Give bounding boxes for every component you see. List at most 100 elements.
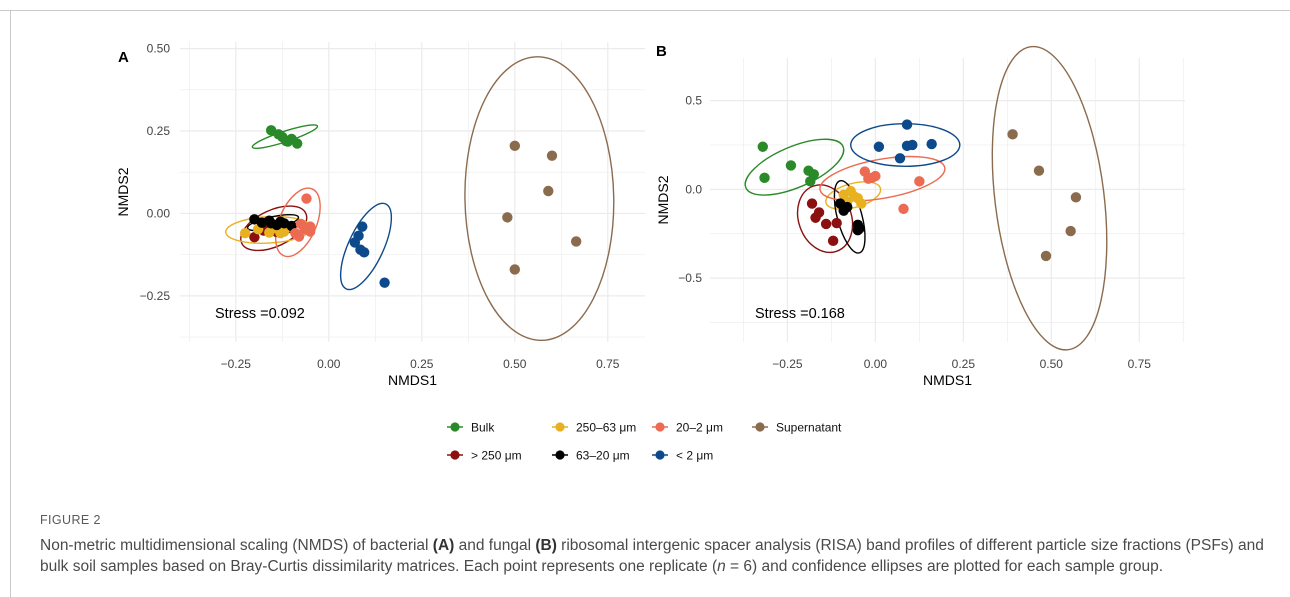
- panel-a-point-250-63: [275, 228, 286, 239]
- panel-b-ellipse-bulk: [744, 138, 845, 196]
- panel-b-point-250-63: [856, 198, 867, 209]
- panel-b-point-bulk: [805, 176, 816, 187]
- legend-swatch-250-63: [555, 422, 565, 432]
- panel-a-point-63-20: [275, 216, 286, 227]
- caption-text-1: Non-metric multidimensional scaling (NMD…: [40, 537, 433, 554]
- panel-a-point-20-2: [305, 226, 316, 237]
- panel-b-point-supernatant: [1040, 250, 1052, 262]
- panel-a-x-tick-label: 0.75: [596, 357, 620, 371]
- legend-swatch-bulk: [450, 422, 460, 432]
- panel-b-x-tick-label: 0.50: [1040, 357, 1064, 371]
- panel-a-point-gt250: [249, 231, 260, 243]
- panel-b-x-tick-label: 0.25: [952, 357, 976, 371]
- panel-b-point-20-2: [898, 203, 909, 215]
- panel-b-x-tick-label: 0.00: [864, 357, 888, 371]
- panel-b-y-axis-title: NMDS2: [655, 175, 671, 224]
- panel-b-y-tick-label: −0.5: [678, 271, 702, 285]
- panel-b-point-20-2: [863, 173, 874, 184]
- caption-ref-b: (B): [535, 537, 557, 554]
- panel-b-point-supernatant: [1070, 192, 1082, 203]
- panel-a-point-lt2: [349, 237, 361, 248]
- legend-swatch-20-2: [655, 422, 665, 432]
- panel-a-x-tick-label: 0.25: [410, 357, 434, 371]
- panel-b-point-gt250: [831, 217, 842, 229]
- panel-a-point-lt2: [357, 221, 368, 232]
- caption-text-4: = 6) and confidence ellipses are plotted…: [725, 558, 1164, 575]
- panel-a-point-supernatant: [543, 185, 554, 197]
- panel-a-point-20-2: [293, 231, 305, 242]
- figure-top-rule: [0, 10, 1290, 11]
- panel-b-point-lt2: [907, 139, 918, 151]
- panel-a-x-tick-label: 0.50: [503, 357, 527, 371]
- panel-b-point-supernatant: [1033, 165, 1045, 176]
- caption-text-2: and fungal: [454, 537, 536, 554]
- panel-a-ellipse-20-2: [274, 187, 321, 258]
- panel-b-point-gt250: [810, 212, 821, 223]
- panel-a-point-63-20: [265, 218, 277, 229]
- panel-b-x-tick-label: −0.25: [772, 357, 803, 371]
- panel-b-point-bulk: [785, 160, 797, 171]
- panel-b-stress-annotation: Stress =0.168: [755, 306, 845, 322]
- panel-a-x-tick-label: −0.25: [221, 357, 252, 371]
- panel-a-ellipse-supernatant: [464, 56, 615, 342]
- panel-a-x-tick-label: 0.00: [317, 357, 341, 371]
- panel-b-ellipse-20-2: [819, 155, 946, 202]
- panel-a-point-lt2: [379, 277, 390, 288]
- panel-a-x-axis-title: NMDS1: [388, 372, 437, 388]
- figure-left-rule: [10, 10, 11, 597]
- panel-a-stress-annotation: Stress =0.092: [215, 306, 305, 322]
- panel-a-y-tick-label: −0.25: [140, 289, 171, 303]
- legend: Bulk 250–63 μm 20–2 μm Supernatant > 250 μm 6…: [447, 421, 842, 463]
- panel-b-point-gt250: [827, 235, 839, 247]
- panel-b-point-lt2: [901, 119, 913, 130]
- panel-a-label: A: [118, 49, 129, 66]
- legend-label-gt250: > 250 μm: [471, 449, 522, 463]
- panel-b-point-bulk: [759, 172, 770, 184]
- figure-label: FIGURE 2: [40, 513, 101, 527]
- panel-b-point-bulk: [757, 141, 768, 152]
- panel-b-point-lt2: [894, 153, 906, 164]
- panel-a-ellipse-lt2: [339, 202, 393, 291]
- legend-label-bulk: Bulk: [471, 421, 495, 435]
- panel-b-point-supernatant: [1065, 225, 1076, 237]
- panel-a-point-supernatant: [570, 236, 582, 247]
- panel-a-plot: −0.25 0.00 0.25 0.50 0.75 −0.25 0.00 0.25 0.50 NM…: [115, 42, 645, 388]
- legend-label-63-20: 63–20 μm: [576, 449, 630, 463]
- panel-b-point-gt250: [820, 218, 832, 230]
- legend-swatch-63-20: [555, 450, 565, 460]
- panel-a-y-tick-label: 0.00: [147, 206, 171, 220]
- legend-label-20-2: 20–2 μm: [676, 421, 723, 435]
- panel-b-ellipse-250-63: [825, 181, 882, 211]
- panel-b-point-gt250: [806, 198, 818, 209]
- panel-a-point-lt2: [358, 247, 370, 258]
- panel-a-y-tick-label: 0.25: [147, 124, 171, 138]
- panel-a-point-supernatant: [502, 212, 513, 223]
- panel-a-ellipse-gt250: [240, 205, 308, 252]
- panel-b-label: B: [656, 43, 667, 60]
- panel-b-y-tick-label: 0.5: [685, 94, 702, 108]
- panel-b-point-supernatant: [1007, 129, 1018, 140]
- panel-a-point-250-63: [239, 228, 251, 239]
- panel-a-point-supernatant: [509, 140, 520, 152]
- legend-swatch-supernatant: [755, 422, 765, 432]
- panel-a-point-bulk: [291, 138, 303, 149]
- panel-b-y-tick-label: 0.0: [685, 182, 702, 196]
- legend-swatch-lt2: [655, 450, 665, 460]
- panel-b-x-axis-title: NMDS1: [923, 372, 972, 388]
- panel-b-point-63-20: [842, 201, 853, 213]
- panel-a-point-20-2: [301, 193, 312, 204]
- legend-label-250-63: 250–63 μm: [576, 421, 636, 435]
- panel-a-point-supernatant: [546, 150, 558, 161]
- caption-ref-a: (A): [432, 537, 455, 554]
- panel-b-ellipse-supernatant: [991, 45, 1108, 351]
- legend-label-lt2: < 2 μm: [676, 449, 713, 463]
- legend-label-supernatant: Supernatant: [776, 421, 842, 435]
- panel-b-point-20-2: [914, 176, 925, 187]
- panel-b-point-63-20: [852, 224, 863, 236]
- panel-a-point-bulk: [280, 135, 292, 147]
- panel-a-point-supernatant: [509, 264, 520, 275]
- caption-text-3: ribosomal intergenic spacer analysis (RI…: [40, 537, 1264, 575]
- legend-swatch-gt250: [450, 450, 460, 460]
- panel-a-y-tick-label: 0.50: [147, 42, 171, 56]
- panel-b-point-lt2: [926, 138, 937, 150]
